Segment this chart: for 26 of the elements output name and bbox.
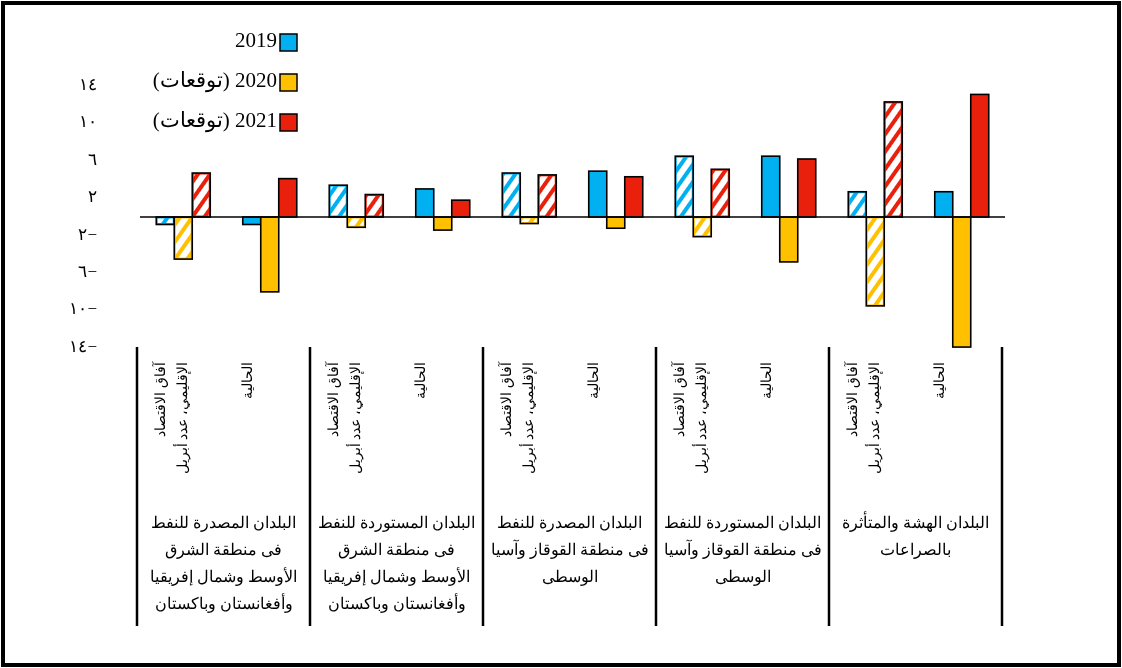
x-tick-label: الحالية xyxy=(931,362,947,399)
y-tick-label: ٦− xyxy=(78,262,97,282)
legend-label: 2021 (توقعات) xyxy=(152,107,277,133)
y-tick-label: ٦ xyxy=(88,149,97,169)
legend-label: 2019 xyxy=(235,27,277,52)
x-tick-label: الحالية xyxy=(412,362,428,399)
text: البلدان المستوردة للنفط فى منطقة الشرق الأوسط وشمال إفريقيا وأفغانستان وباكستان xyxy=(318,513,475,613)
text: البلدان المصدرة للنفط فى منطقة الشرق الأوسط وشمال إفريقيا وأفغانستان وباكستان xyxy=(150,513,297,613)
text: البلدان المستوردة للنفط فى منطقة القوقاز وآسيا الوسطى xyxy=(663,513,822,586)
x-tick-label: آفاق الاقتصاد الإقليمي، عدد أبريل xyxy=(497,361,538,474)
y-tick-label: ١٠− xyxy=(69,299,97,319)
x-tick-label: الحالية xyxy=(758,362,774,399)
x-tick-label: الحالية xyxy=(585,362,601,399)
x-tick-label: الحالية xyxy=(239,362,255,399)
x-tick-label: آفاق الاقتصاد الإقليمي، عدد أبريل xyxy=(670,361,711,474)
y-tick-label: ٢− xyxy=(78,224,97,244)
legend-label: 2020 (توقعات) xyxy=(152,67,277,93)
x-tick-label: آفاق الاقتصاد الإقليمي، عدد أبريل xyxy=(324,361,365,474)
x-tick-label: آفاق الاقتصاد الإقليمي، عدد أبريل xyxy=(151,361,192,474)
text: البلدان المصدرة للنفط فى منطقة القوقاز وآسيا الوسطى xyxy=(490,513,649,586)
y-tick-label: ١٤ xyxy=(79,74,97,94)
x-tick-label: آفاق الاقتصاد الإقليمي، عدد أبريل xyxy=(843,361,884,474)
y-tick-label: ٢ xyxy=(88,187,97,207)
y-tick-label: ١٤− xyxy=(69,336,97,356)
text: البلدان الهشة والمتأثرة بالصراعات xyxy=(842,510,989,559)
y-tick-label: ١٠ xyxy=(79,112,97,132)
